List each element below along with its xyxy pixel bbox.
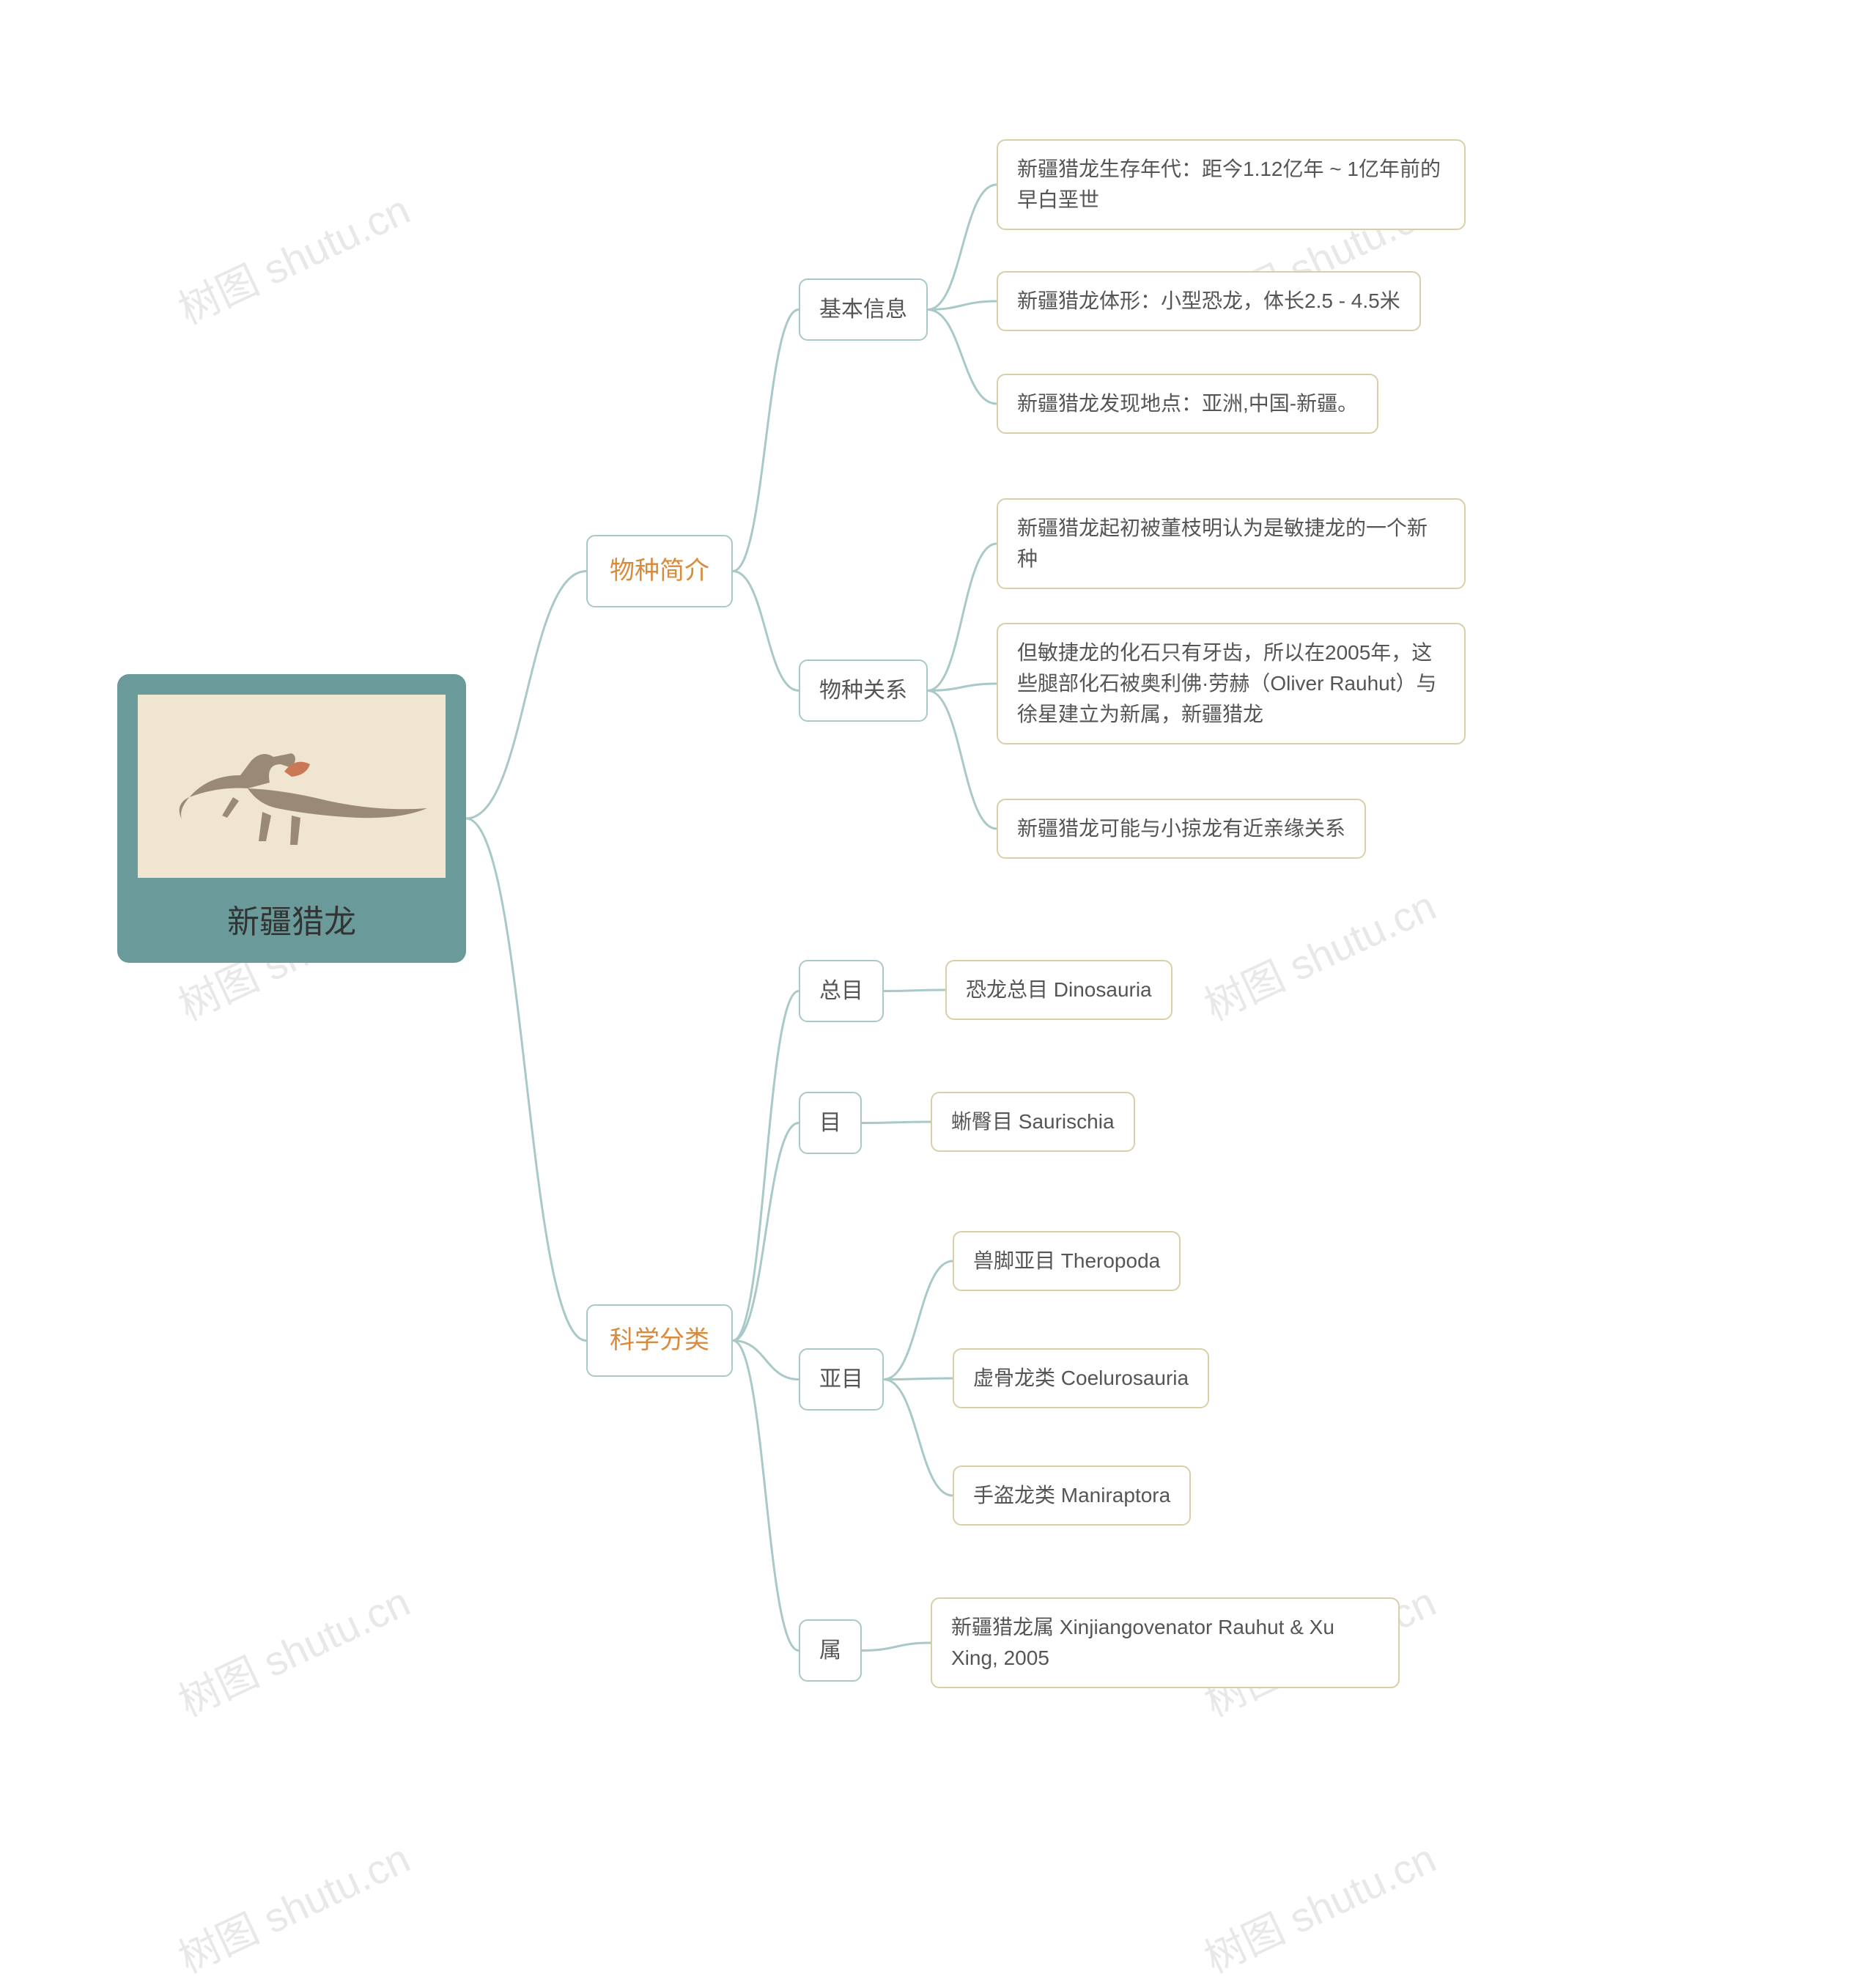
branch-classification: 科学分类 <box>586 1304 733 1377</box>
node-basic_info: 基本信息 <box>799 278 928 341</box>
leaf-basic_info-1: 新疆猎龙体形：小型恐龙，体长2.5 - 4.5米 <box>997 271 1421 331</box>
branch-species_intro: 物种简介 <box>586 535 733 607</box>
node-genus: 属 <box>799 1619 862 1682</box>
watermark: 树图 shutu.cn <box>1194 873 1444 1032</box>
leaf-order-0: 蜥臀目 Saurischia <box>931 1092 1135 1152</box>
leaf-basic_info-2: 新疆猎龙发现地点：亚洲,中国-新疆。 <box>997 374 1378 434</box>
leaf-basic_info-0: 新疆猎龙生存年代：距今1.12亿年 ~ 1亿年前的早白垩世 <box>997 139 1466 230</box>
leaf-genus-0: 新疆猎龙属 Xinjiangovenator Rauhut & Xu Xing,… <box>931 1597 1400 1688</box>
leaf-suborder-2: 手盗龙类 Maniraptora <box>953 1465 1191 1526</box>
node-suborder: 亚目 <box>799 1348 884 1411</box>
watermark: 树图 shutu.cn <box>1194 1826 1444 1985</box>
leaf-species_relation-1: 但敏捷龙的化石只有牙齿，所以在2005年，这些腿部化石被奥利佛·劳赫（Olive… <box>997 623 1466 744</box>
node-superorder: 总目 <box>799 960 884 1022</box>
node-order: 目 <box>799 1092 862 1154</box>
leaf-species_relation-2: 新疆猎龙可能与小掠龙有近亲缘关系 <box>997 799 1366 859</box>
node-species_relation: 物种关系 <box>799 659 928 722</box>
watermark: 树图 shutu.cn <box>168 177 418 336</box>
watermark: 树图 shutu.cn <box>168 1826 418 1985</box>
dinosaur-illustration <box>138 695 446 878</box>
leaf-suborder-0: 兽脚亚目 Theropoda <box>953 1231 1181 1291</box>
leaf-superorder-0: 恐龙总目 Dinosauria <box>945 960 1172 1020</box>
root-title: 新疆猎龙 <box>227 895 356 942</box>
watermark: 树图 shutu.cn <box>168 1570 418 1729</box>
leaf-species_relation-0: 新疆猎龙起初被董枝明认为是敏捷龙的一个新种 <box>997 498 1466 589</box>
root-node: 新疆猎龙 <box>117 674 466 963</box>
leaf-suborder-1: 虚骨龙类 Coelurosauria <box>953 1348 1209 1408</box>
